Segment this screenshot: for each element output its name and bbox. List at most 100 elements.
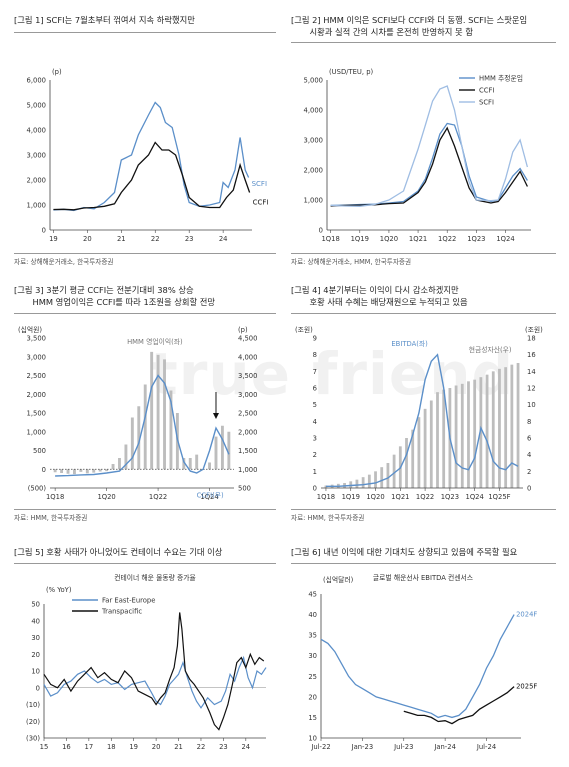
p4-ytick: 5 (313, 401, 317, 409)
p3-xtick: 1Q22 (149, 493, 167, 501)
p6-xtick: Jan-24 (433, 743, 456, 751)
p4-bar (411, 429, 415, 488)
p4-unit-left: (조원) (295, 325, 313, 334)
panel3-source: 자료: HMM, 한국투자증권 (14, 514, 88, 522)
p5-xtick: 23 (219, 743, 228, 751)
p5-ytick: 0 (36, 684, 40, 692)
panel4-rule-bottom (291, 509, 556, 510)
p1-xtick: 23 (185, 235, 194, 243)
p3-y2tick: 2,000 (238, 428, 257, 436)
p4-xtick: 1Q22 (416, 493, 434, 501)
p4-bar (417, 417, 421, 488)
p4-y2tick: 16 (527, 351, 536, 359)
p3-unit-right: (p) (238, 326, 248, 334)
panel3-rule-bottom (14, 509, 276, 510)
p3-bar (79, 469, 83, 472)
panel3-title: [그림 3] 3분기 평균 CCFI는 전분기대비 38% 상승 HMM 영업이… (14, 285, 216, 307)
p4-y2tick: 10 (527, 401, 536, 409)
panel2-rule-bottom (291, 253, 556, 254)
p6-ytick: 40 (308, 611, 317, 619)
p3-bar (137, 406, 141, 470)
panel1-rule (14, 32, 276, 33)
p3-bar (66, 469, 70, 474)
p2-legend-label: CCFI (479, 87, 494, 95)
p1-series-scfi (53, 101, 250, 212)
p1-series-label: SCFI (252, 180, 267, 188)
p3-bar (111, 464, 115, 470)
p5-ytick: 30 (31, 634, 40, 642)
p3-y2tick: 1,000 (238, 466, 257, 474)
panel2-source: 자료: 상해해운거래소, HMM, 한국투자증권 (291, 258, 412, 266)
p3-y2tick: 2,500 (238, 410, 257, 418)
p5-chart-title: 컨테이너 해운 물동량 증가율 (114, 573, 196, 582)
p3-ytick: 1,500 (27, 410, 46, 418)
p4-ytick: 2 (313, 451, 317, 459)
p3-bar (208, 462, 211, 470)
p5-ytick: 40 (31, 617, 40, 625)
p5-ytick: (10) (26, 701, 40, 709)
p4-xtick: 1Q23 (441, 493, 459, 501)
p6-series-line (320, 614, 515, 719)
p3-bar (220, 425, 224, 470)
p2-xtick: 1Q20 (380, 235, 398, 243)
p3-y2tick: 4,500 (238, 335, 257, 343)
p4-bar (516, 363, 520, 488)
p4-xtick: 1Q21 (391, 493, 409, 501)
p6-series-label: 2024F (516, 611, 537, 619)
p3-ytick: 1,000 (27, 428, 46, 436)
p4-y2tick: 0 (527, 485, 531, 493)
p3-unit-left: (십억원) (18, 325, 42, 334)
p3-bar (163, 359, 166, 470)
p5-ytick: 50 (31, 601, 40, 609)
p4-bar (367, 474, 371, 488)
p3-bar (118, 458, 121, 470)
p6-series-line (403, 686, 515, 725)
p4-ytick: 1 (313, 468, 317, 476)
p4-ytick: 0 (313, 485, 317, 493)
p3-xtick: 1Q18 (46, 493, 64, 501)
p4-ytick: 3 (313, 435, 317, 443)
chart-hmm-freight: (USD/TEU, p) 0 1,000 2,000 3,000 4,000 5,000 1Q… (304, 68, 531, 243)
p3-ytick: 3,000 (27, 353, 46, 361)
p4-bar (491, 371, 495, 488)
p3-bar (214, 436, 218, 470)
p6-unit: (십억달러) (323, 575, 354, 584)
p4-bar (349, 481, 353, 488)
p3-ytick: 500 (33, 447, 46, 455)
p3-bar (169, 390, 173, 470)
p6-ytick: 35 (308, 632, 317, 640)
p4-bar (479, 377, 483, 488)
p4-series-ebitda (326, 353, 519, 487)
p3-arrow-head (212, 413, 219, 419)
p3-xtick: 1Q20 (97, 493, 115, 501)
p4-bar (392, 454, 396, 488)
p4-bar (504, 367, 508, 488)
p1-series-label: CCFI (253, 199, 269, 207)
p6-ytick: 45 (308, 591, 317, 599)
p6-xtick: Jul-24 (476, 743, 496, 751)
p5-xtick: 24 (241, 743, 250, 751)
panel1-rule-bottom (14, 253, 276, 254)
p2-ytick: 0 (319, 227, 323, 235)
p1-xtick: 20 (83, 235, 92, 243)
p3-y2tick: 500 (238, 485, 251, 493)
p5-unit: (% YoY) (46, 586, 72, 594)
p5-legend-label: Far East-Europe (102, 597, 155, 605)
p3-bar (124, 444, 128, 470)
p1-ytick: 0 (42, 227, 46, 235)
p3-ytick: 0 (42, 466, 46, 474)
p1-xtick: 19 (49, 235, 58, 243)
p5-xtick: 20 (152, 743, 161, 751)
p1-series-ccfi (53, 141, 251, 211)
panel4-rule (291, 313, 556, 314)
p4-bar (361, 477, 365, 488)
p6-chart-title: 글로벌 해운선사 EBITDA 컨센서스 (373, 573, 473, 582)
p4-y2tick: 12 (527, 385, 536, 393)
panel5-title: [그림 5] 호황 사태가 아니었어도 컨테이너 수요는 기대 이상 (14, 547, 223, 557)
p5-xtick: 22 (197, 743, 206, 751)
panel6-title: [그림 6] 내년 이익에 대한 기대치도 상향되고 있음에 주목할 필요 (291, 547, 518, 557)
chart-container-volume: 컨테이너 해운 물동량 증가율 (% YoY) (30) (20) (10) 0 10 20 3… (26, 573, 267, 751)
p2-ytick: 5,000 (304, 77, 323, 85)
p3-y2tick: 4,000 (238, 353, 257, 361)
p4-bar (454, 385, 458, 488)
